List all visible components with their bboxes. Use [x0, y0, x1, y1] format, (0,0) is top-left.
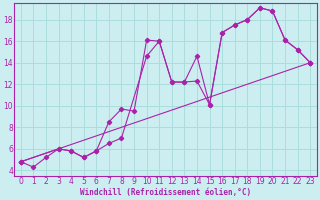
X-axis label: Windchill (Refroidissement éolien,°C): Windchill (Refroidissement éolien,°C) — [80, 188, 251, 197]
